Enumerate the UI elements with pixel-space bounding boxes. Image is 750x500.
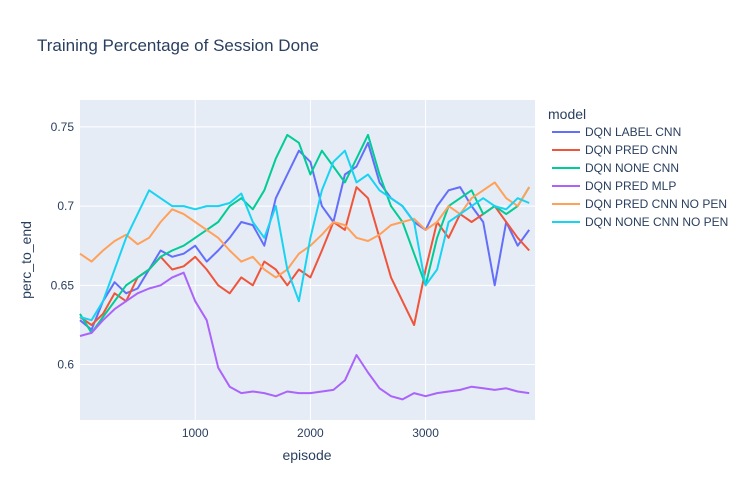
tick-labels: 0.6 0.65 0.7 0.75 1000 2000 3000 bbox=[51, 120, 440, 440]
legend-label: DQN PRED MLP bbox=[585, 179, 676, 193]
legend-label: DQN NONE CNN NO PEN bbox=[585, 215, 728, 229]
plot-area bbox=[80, 100, 535, 420]
legend-item[interactable]: DQN PRED CNN bbox=[552, 143, 678, 157]
legend-item[interactable]: DQN LABEL CNN bbox=[552, 125, 681, 139]
legend-item[interactable]: DQN PRED MLP bbox=[552, 179, 676, 193]
series-dqn-none-cnn bbox=[79, 133, 531, 334]
series-dqn-pred-mlp bbox=[79, 271, 530, 401]
y-tick-label: 0.7 bbox=[57, 199, 74, 213]
series-line bbox=[79, 133, 531, 334]
legend-label: DQN PRED CNN bbox=[585, 143, 678, 157]
legend-label: DQN NONE CNN bbox=[585, 161, 679, 175]
legend[interactable]: model DQN LABEL CNN DQN PRED CNN DQN NONE … bbox=[548, 106, 728, 229]
x-tick-label: 2000 bbox=[297, 426, 324, 440]
x-tick-label: 3000 bbox=[412, 426, 439, 440]
y-tick-label: 0.75 bbox=[51, 120, 75, 134]
series-dqn-none-cnn-no-pen bbox=[79, 149, 530, 322]
y-axis-title: perc_to_end bbox=[18, 221, 34, 299]
series-line bbox=[79, 271, 530, 401]
y-tick-label: 0.6 bbox=[57, 358, 74, 372]
y-tick-label: 0.65 bbox=[51, 278, 75, 292]
x-axis-title: episode bbox=[282, 447, 331, 463]
legend-label: DQN LABEL CNN bbox=[585, 125, 681, 139]
series-layer bbox=[79, 133, 531, 401]
gridlines bbox=[80, 100, 535, 420]
legend-label: DQN PRED CNN NO PEN bbox=[585, 197, 727, 211]
legend-item[interactable]: DQN NONE CNN NO PEN bbox=[552, 215, 728, 229]
series-line bbox=[79, 149, 530, 322]
chart-title: Training Percentage of Session Done bbox=[37, 36, 319, 55]
legend-item[interactable]: DQN PRED CNN NO PEN bbox=[552, 197, 727, 211]
series-line bbox=[79, 181, 531, 279]
legend-item[interactable]: DQN NONE CNN bbox=[552, 161, 679, 175]
x-tick-label: 1000 bbox=[182, 426, 209, 440]
series-dqn-pred-cnn-no-pen bbox=[79, 181, 531, 279]
legend-title: model bbox=[548, 106, 586, 122]
